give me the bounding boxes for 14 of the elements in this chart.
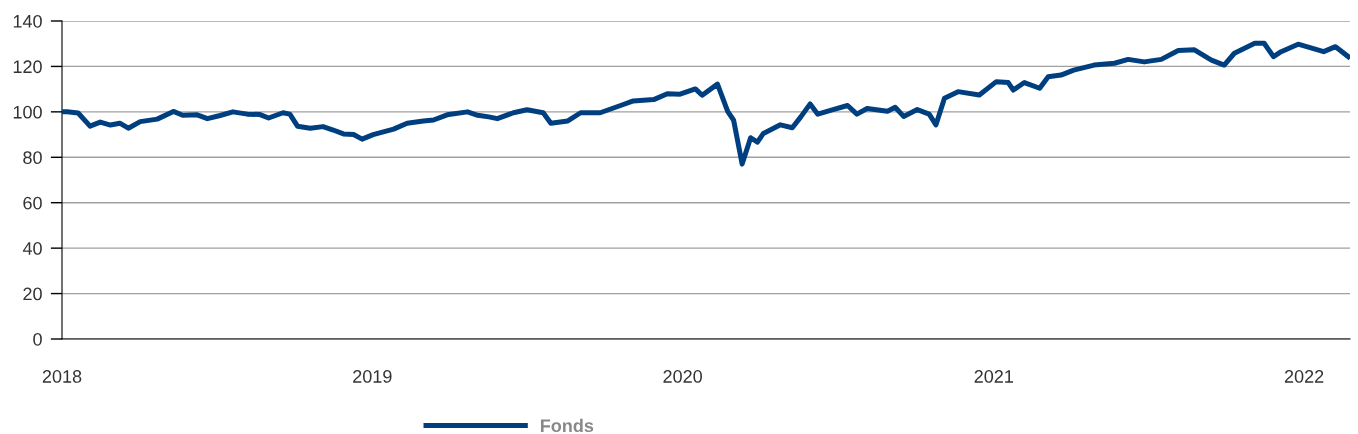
x-tick-label: 2018	[42, 370, 82, 383]
y-tick-label: 60	[23, 196, 42, 210]
y-tick-label: 40	[22, 242, 42, 255]
x-tick-label: 2022	[1284, 370, 1324, 383]
y-tick-label: 0	[33, 332, 42, 346]
x-tick-label: 2020	[663, 370, 702, 383]
y-tick-label: 80	[23, 151, 42, 165]
y-tick-label: 20	[23, 287, 42, 301]
x-tick-label: 2021	[974, 370, 1013, 383]
y-tick-label: 120	[13, 60, 42, 74]
x-tick-label: 2019	[353, 370, 392, 383]
text: Fonds	[540, 418, 594, 433]
y-tick-label: 100	[13, 105, 42, 119]
y-tick-label: 140	[13, 14, 42, 28]
